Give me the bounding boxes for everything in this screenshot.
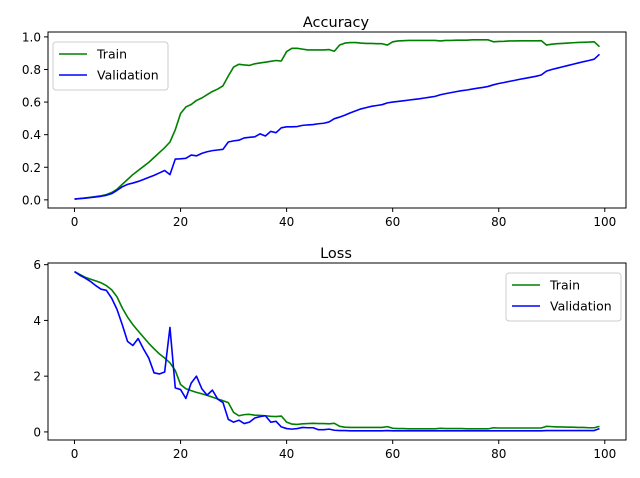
legend-label-train: Train [549,278,580,293]
x-tick-label: 0 [71,447,79,461]
y-tick-label: 6 [33,258,41,272]
series-line-validation [74,53,601,200]
y-tick-label: 0.2 [22,161,41,175]
accuracy-axes-frame [47,31,627,209]
loss-axes-frame [47,262,627,441]
x-tick-label: 40 [279,447,294,461]
y-tick-label: 0.4 [22,128,41,142]
x-tick-label: 40 [279,215,294,229]
series-line-validation [74,270,600,432]
y-tick-label: 1.0 [22,30,41,44]
x-tick-label: 80 [491,215,506,229]
x-tick-label: 20 [173,447,188,461]
y-tick-label: 2 [33,370,41,384]
legend-label-train: Train [96,47,127,62]
loss-series [74,270,600,432]
loss-panel: Loss 0 20 40 60 80 100 0 2 4 6 Train Validation [33,246,627,461]
x-tick-label: 20 [173,215,188,229]
series-line-train [74,270,600,430]
accuracy-legend: Train Validation [52,41,169,91]
x-tick-label: 60 [385,215,400,229]
loss-legend: Train Validation [505,272,622,322]
legend-label-validation: Validation [97,68,159,83]
accuracy-series [74,39,601,200]
x-tick-label: 100 [593,215,616,229]
accuracy-panel: Accuracy 0 20 40 60 80 1000.00.20.40.60.81.0 … [22,15,627,229]
x-tick-label: 60 [385,447,400,461]
legend-label-validation: Validation [550,299,612,314]
y-tick-label: 0 [33,425,41,439]
y-tick-label: 0.0 [22,193,41,207]
loss-ticks: 0 20 40 60 80 100 0 2 4 6 [33,258,616,461]
accuracy-title: Accuracy [303,15,370,31]
x-tick-label: 100 [593,447,616,461]
y-tick-label: 0.6 [22,96,41,110]
x-tick-label: 0 [71,215,79,229]
y-tick-label: 0.8 [22,63,41,77]
accuracy-ticks: 0 20 40 60 80 100 0.0 0.2 0.4 0.6 0.8 1.0 [22,30,616,229]
y-tick-label: 4 [33,314,41,328]
loss-title: Loss [320,246,352,262]
x-tick-label: 80 [491,447,506,461]
series-line-train [74,39,601,200]
